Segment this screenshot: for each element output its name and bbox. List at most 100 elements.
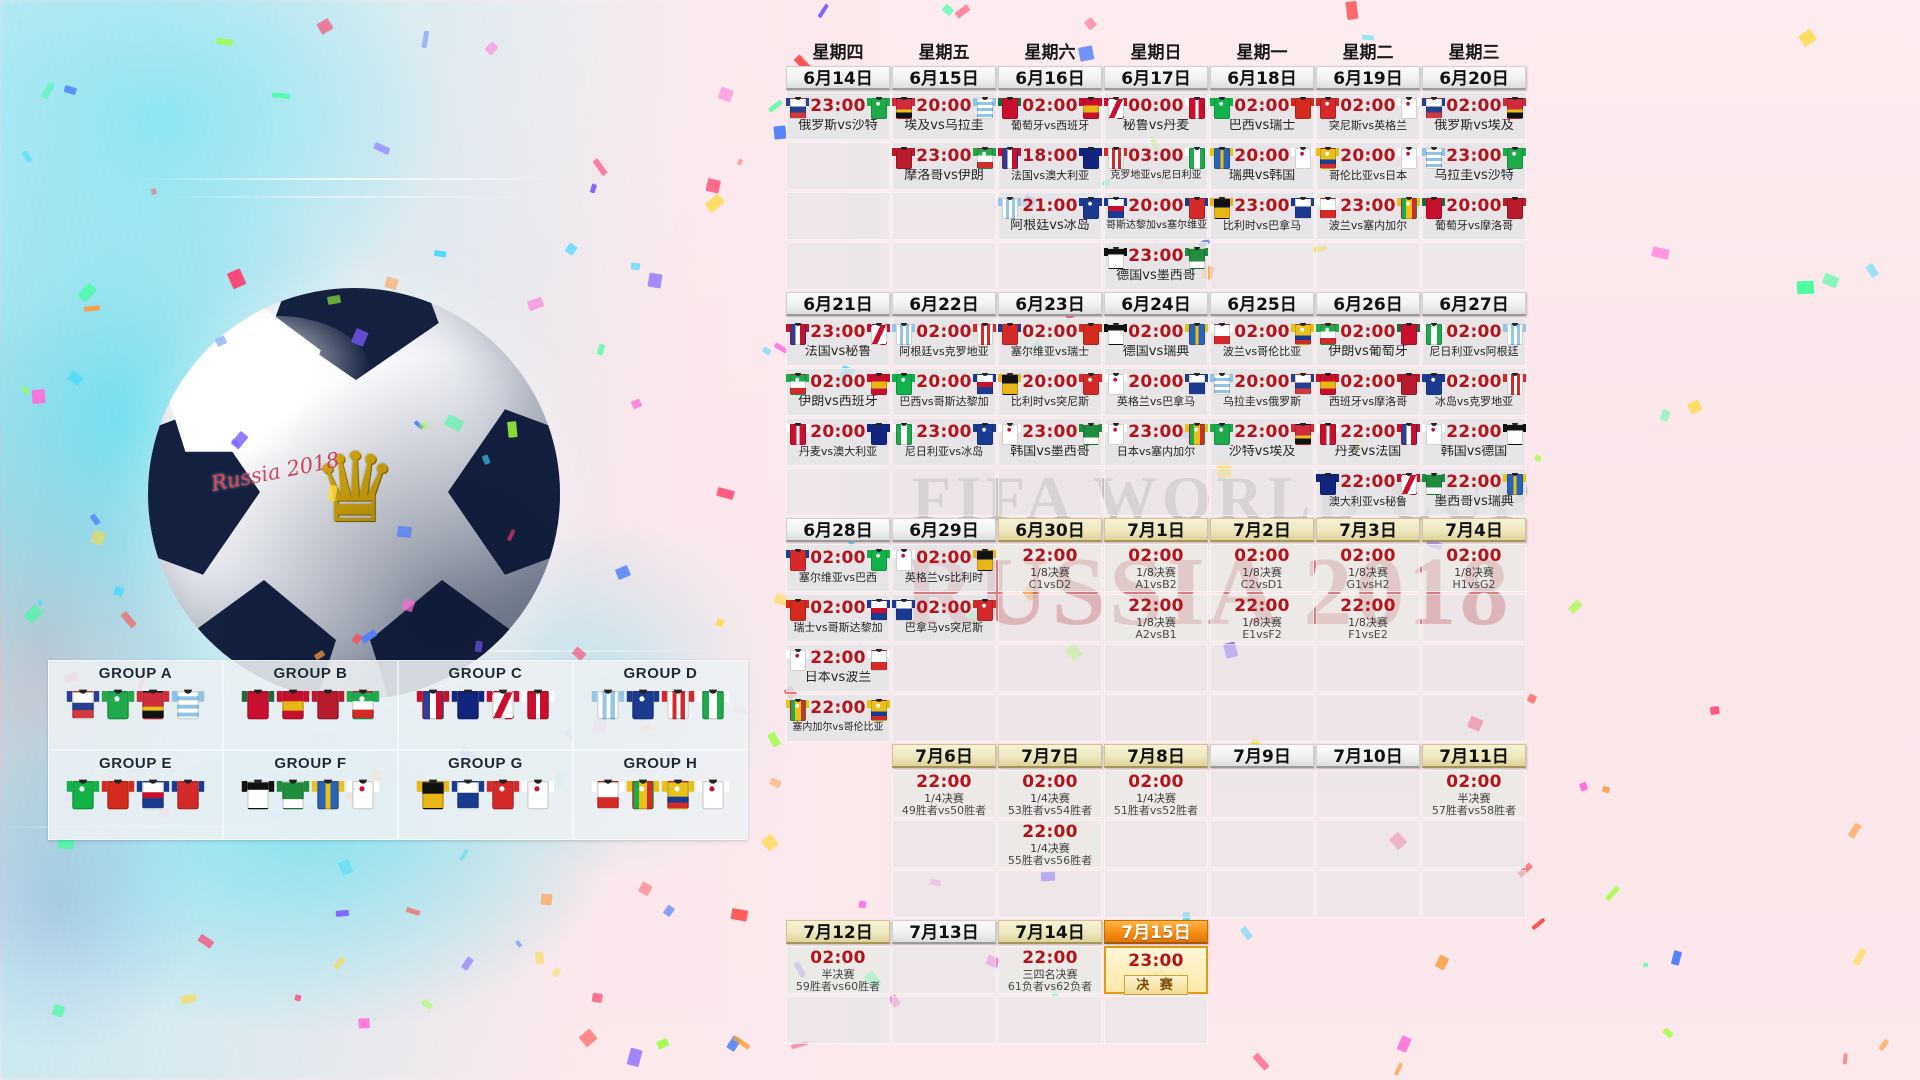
group-cell-group-a[interactable]: GROUP A ● xyxy=(48,660,223,750)
match-cell[interactable]: 20:00 乌拉圭vs俄罗斯 xyxy=(1210,368,1314,416)
date-header[interactable]: 6月18日 xyxy=(1210,66,1314,90)
group-cell-group-d[interactable]: GROUP D ● xyxy=(573,660,748,750)
match-cell[interactable]: ● 20:00 巴西vs哥斯达黎加 xyxy=(892,368,996,416)
knockout-match-cell[interactable]: 02:00 半决赛 57胜者vs58胜者 xyxy=(1422,770,1526,818)
match-cell[interactable]: 18:00 法国vs澳大利亚 xyxy=(998,142,1102,190)
group-cell-group-g[interactable]: GROUP G ● ● xyxy=(398,750,573,840)
match-cell[interactable]: 02:00 俄罗斯vs埃及 xyxy=(1422,92,1526,140)
match-cell[interactable]: 02:00 阿根廷vs克罗地亚 xyxy=(892,318,996,366)
match-cell[interactable]: ● 02:00 伊朗vs西班牙 xyxy=(786,368,890,416)
date-header[interactable]: 6月23日 xyxy=(998,292,1102,316)
match-cell[interactable]: 02:00 尼日利亚vs阿根廷 xyxy=(1422,318,1526,366)
match-cell[interactable]: ● 02:00 伊朗vs葡萄牙 xyxy=(1316,318,1420,366)
knockout-match-cell[interactable]: 02:00 1/8决赛 C2vsD1 xyxy=(1210,544,1314,592)
match-cell[interactable]: 20:00 丹麦vs澳大利亚 xyxy=(786,418,890,466)
match-cell[interactable]: 21:00 ● 阿根廷vs冰岛 xyxy=(998,192,1102,240)
match-cell[interactable]: ● 22:00 韩国vs德国 xyxy=(1422,418,1526,466)
match-cell[interactable]: 22:00 丹麦vs法国 xyxy=(1316,418,1420,466)
date-header[interactable]: 6月26日 xyxy=(1316,292,1420,316)
match-cell[interactable]: ● 22:00 ● 塞内加尔vs哥伦比亚 xyxy=(786,694,890,742)
match-cell[interactable]: ● 02:00 ● 突尼斯vs英格兰 xyxy=(1316,92,1420,140)
date-header[interactable]: 6月19日 xyxy=(1316,66,1420,90)
date-header[interactable]: 7月13日 xyxy=(892,920,996,944)
match-cell[interactable]: 22:00 澳大利亚vs秘鲁 xyxy=(1316,468,1420,516)
knockout-match-cell[interactable]: 02:00 1/4决赛 53胜者vs54胜者 xyxy=(998,770,1102,818)
match-cell[interactable]: 20:00 ● 比利时vs突尼斯 xyxy=(998,368,1102,416)
match-cell[interactable]: 23:00 比利时vs巴拿马 xyxy=(1210,192,1314,240)
final-match-cell[interactable]: 23:00 决 赛 xyxy=(1104,946,1208,995)
match-cell[interactable]: ● 20:00 英格兰vs巴拿马 xyxy=(1104,368,1208,416)
match-cell[interactable]: ● 02:00 冰岛vs克罗地亚 xyxy=(1422,368,1526,416)
knockout-match-cell[interactable]: 22:00 1/8决赛 E1vsF2 xyxy=(1210,594,1314,642)
date-header[interactable]: 6月20日 xyxy=(1422,66,1526,90)
knockout-match-cell[interactable]: 22:00 1/8决赛 A2vsB1 xyxy=(1104,594,1208,642)
knockout-match-cell[interactable]: 02:00 1/8决赛 A1vsB2 xyxy=(1104,544,1208,592)
date-header[interactable]: 6月27日 xyxy=(1422,292,1526,316)
match-cell[interactable]: 00:00 秘鲁vs丹麦 xyxy=(1104,92,1208,140)
knockout-match-cell[interactable]: 22:00 1/4决赛 55胜者vs56胜者 xyxy=(998,820,1102,868)
match-cell[interactable]: 03:00 克罗地亚vs尼日利亚 xyxy=(1104,142,1208,190)
date-header[interactable]: 7月4日 xyxy=(1422,518,1526,542)
date-header[interactable]: 6月14日 xyxy=(786,66,890,90)
knockout-match-cell[interactable]: 22:00 1/8决赛 C1vsD2 xyxy=(998,544,1102,592)
date-header[interactable]: 6月16日 xyxy=(998,66,1102,90)
knockout-match-cell[interactable]: 22:00 1/4决赛 49胜者vs50胜者 xyxy=(892,770,996,818)
match-cell[interactable]: 02:00 瑞士vs哥斯达黎加 xyxy=(786,594,890,642)
knockout-match-cell[interactable]: 22:00 三四名决赛 61负者vs62负者 xyxy=(998,946,1102,994)
match-cell[interactable]: ● 23:00 ● 日本vs塞内加尔 xyxy=(1104,418,1208,466)
date-header[interactable]: 6月30日 xyxy=(998,518,1102,542)
match-cell[interactable]: 23:00 法国vs秘鲁 xyxy=(786,318,890,366)
date-header[interactable]: 7月2日 xyxy=(1210,518,1314,542)
date-header[interactable]: 6月21日 xyxy=(786,292,890,316)
group-cell-group-h[interactable]: GROUP H ● ● ● ● xyxy=(573,750,748,840)
match-cell[interactable]: 23:00 德国vs墨西哥 xyxy=(1104,242,1208,290)
date-header[interactable]: 7月8日 xyxy=(1104,744,1208,768)
knockout-match-cell[interactable]: 02:00 1/8决赛 H1vsG2 xyxy=(1422,544,1526,592)
match-cell[interactable]: ● 02:00 英格兰vs比利时 xyxy=(892,544,996,592)
date-header[interactable]: 6月28日 xyxy=(786,518,890,542)
match-cell[interactable]: 20:00 哥斯达黎加vs塞尔维亚 xyxy=(1104,192,1208,240)
date-header[interactable]: 7月9日 xyxy=(1210,744,1314,768)
match-cell[interactable]: 23:00 ● 乌拉圭vs沙特 xyxy=(1422,142,1526,190)
knockout-match-cell[interactable]: 02:00 半决赛 59胜者vs60胜者 xyxy=(786,946,890,994)
match-cell[interactable]: 23:00 ● 摩洛哥vs伊朗 xyxy=(892,142,996,190)
match-cell[interactable]: 02:00 德国vs瑞典 xyxy=(1104,318,1208,366)
date-header[interactable]: 7月3日 xyxy=(1316,518,1420,542)
date-header[interactable]: 7月12日 xyxy=(786,920,890,944)
match-cell[interactable]: ● 23:00 ● 波兰vs塞内加尔 xyxy=(1316,192,1420,240)
date-header[interactable]: 7月6日 xyxy=(892,744,996,768)
date-header[interactable]: 7月15日 xyxy=(1104,920,1208,944)
match-cell[interactable]: ● 22:00 沙特vs埃及 xyxy=(1210,418,1314,466)
match-cell[interactable]: 02:00 ● 塞尔维亚vs巴西 xyxy=(786,544,890,592)
date-header[interactable]: 7月7日 xyxy=(998,744,1102,768)
match-cell[interactable]: 02:00 ● 巴拿马vs突尼斯 xyxy=(892,594,996,642)
match-cell[interactable]: ● 23:00 韩国vs墨西哥 xyxy=(998,418,1102,466)
date-header[interactable]: 7月10日 xyxy=(1316,744,1420,768)
date-header[interactable]: 7月14日 xyxy=(998,920,1102,944)
match-cell[interactable]: 23:00 ● 尼日利亚vs冰岛 xyxy=(892,418,996,466)
match-cell[interactable]: 20:00 埃及vs乌拉圭 xyxy=(892,92,996,140)
match-cell[interactable]: 02:00 塞尔维亚vs瑞士 xyxy=(998,318,1102,366)
match-cell[interactable]: ● 02:00 巴西vs瑞士 xyxy=(1210,92,1314,140)
date-header[interactable]: 6月22日 xyxy=(892,292,996,316)
date-header[interactable]: 7月1日 xyxy=(1104,518,1208,542)
group-cell-group-e[interactable]: GROUP E ● xyxy=(48,750,223,840)
match-cell[interactable]: 22:00 墨西哥vs瑞典 xyxy=(1422,468,1526,516)
match-cell[interactable]: 02:00 西班牙vs摩洛哥 xyxy=(1316,368,1420,416)
knockout-match-cell[interactable]: 02:00 1/8决赛 G1vsH2 xyxy=(1316,544,1420,592)
date-header[interactable]: 6月24日 xyxy=(1104,292,1208,316)
match-cell[interactable]: 02:00 葡萄牙vs西班牙 xyxy=(998,92,1102,140)
match-cell[interactable]: ● 22:00 ● 日本vs波兰 xyxy=(786,644,890,692)
date-header[interactable]: 6月15日 xyxy=(892,66,996,90)
date-header[interactable]: 6月25日 xyxy=(1210,292,1314,316)
match-cell[interactable]: 23:00 ● 俄罗斯vs沙特 xyxy=(786,92,890,140)
group-cell-group-f[interactable]: GROUP F ● xyxy=(223,750,398,840)
knockout-match-cell[interactable]: 02:00 1/4决赛 51胜者vs52胜者 xyxy=(1104,770,1208,818)
match-cell[interactable]: ● 20:00 ● 哥伦比亚vs日本 xyxy=(1316,142,1420,190)
match-cell[interactable]: ● 02:00 ● 波兰vs哥伦比亚 xyxy=(1210,318,1314,366)
date-header[interactable]: 6月29日 xyxy=(892,518,996,542)
match-cell[interactable]: 20:00 ● 瑞典vs韩国 xyxy=(1210,142,1314,190)
group-cell-group-c[interactable]: GROUP C xyxy=(398,660,573,750)
knockout-match-cell[interactable]: 22:00 1/8决赛 F1vsE2 xyxy=(1316,594,1420,642)
match-cell[interactable]: 20:00 葡萄牙vs摩洛哥 xyxy=(1422,192,1526,240)
